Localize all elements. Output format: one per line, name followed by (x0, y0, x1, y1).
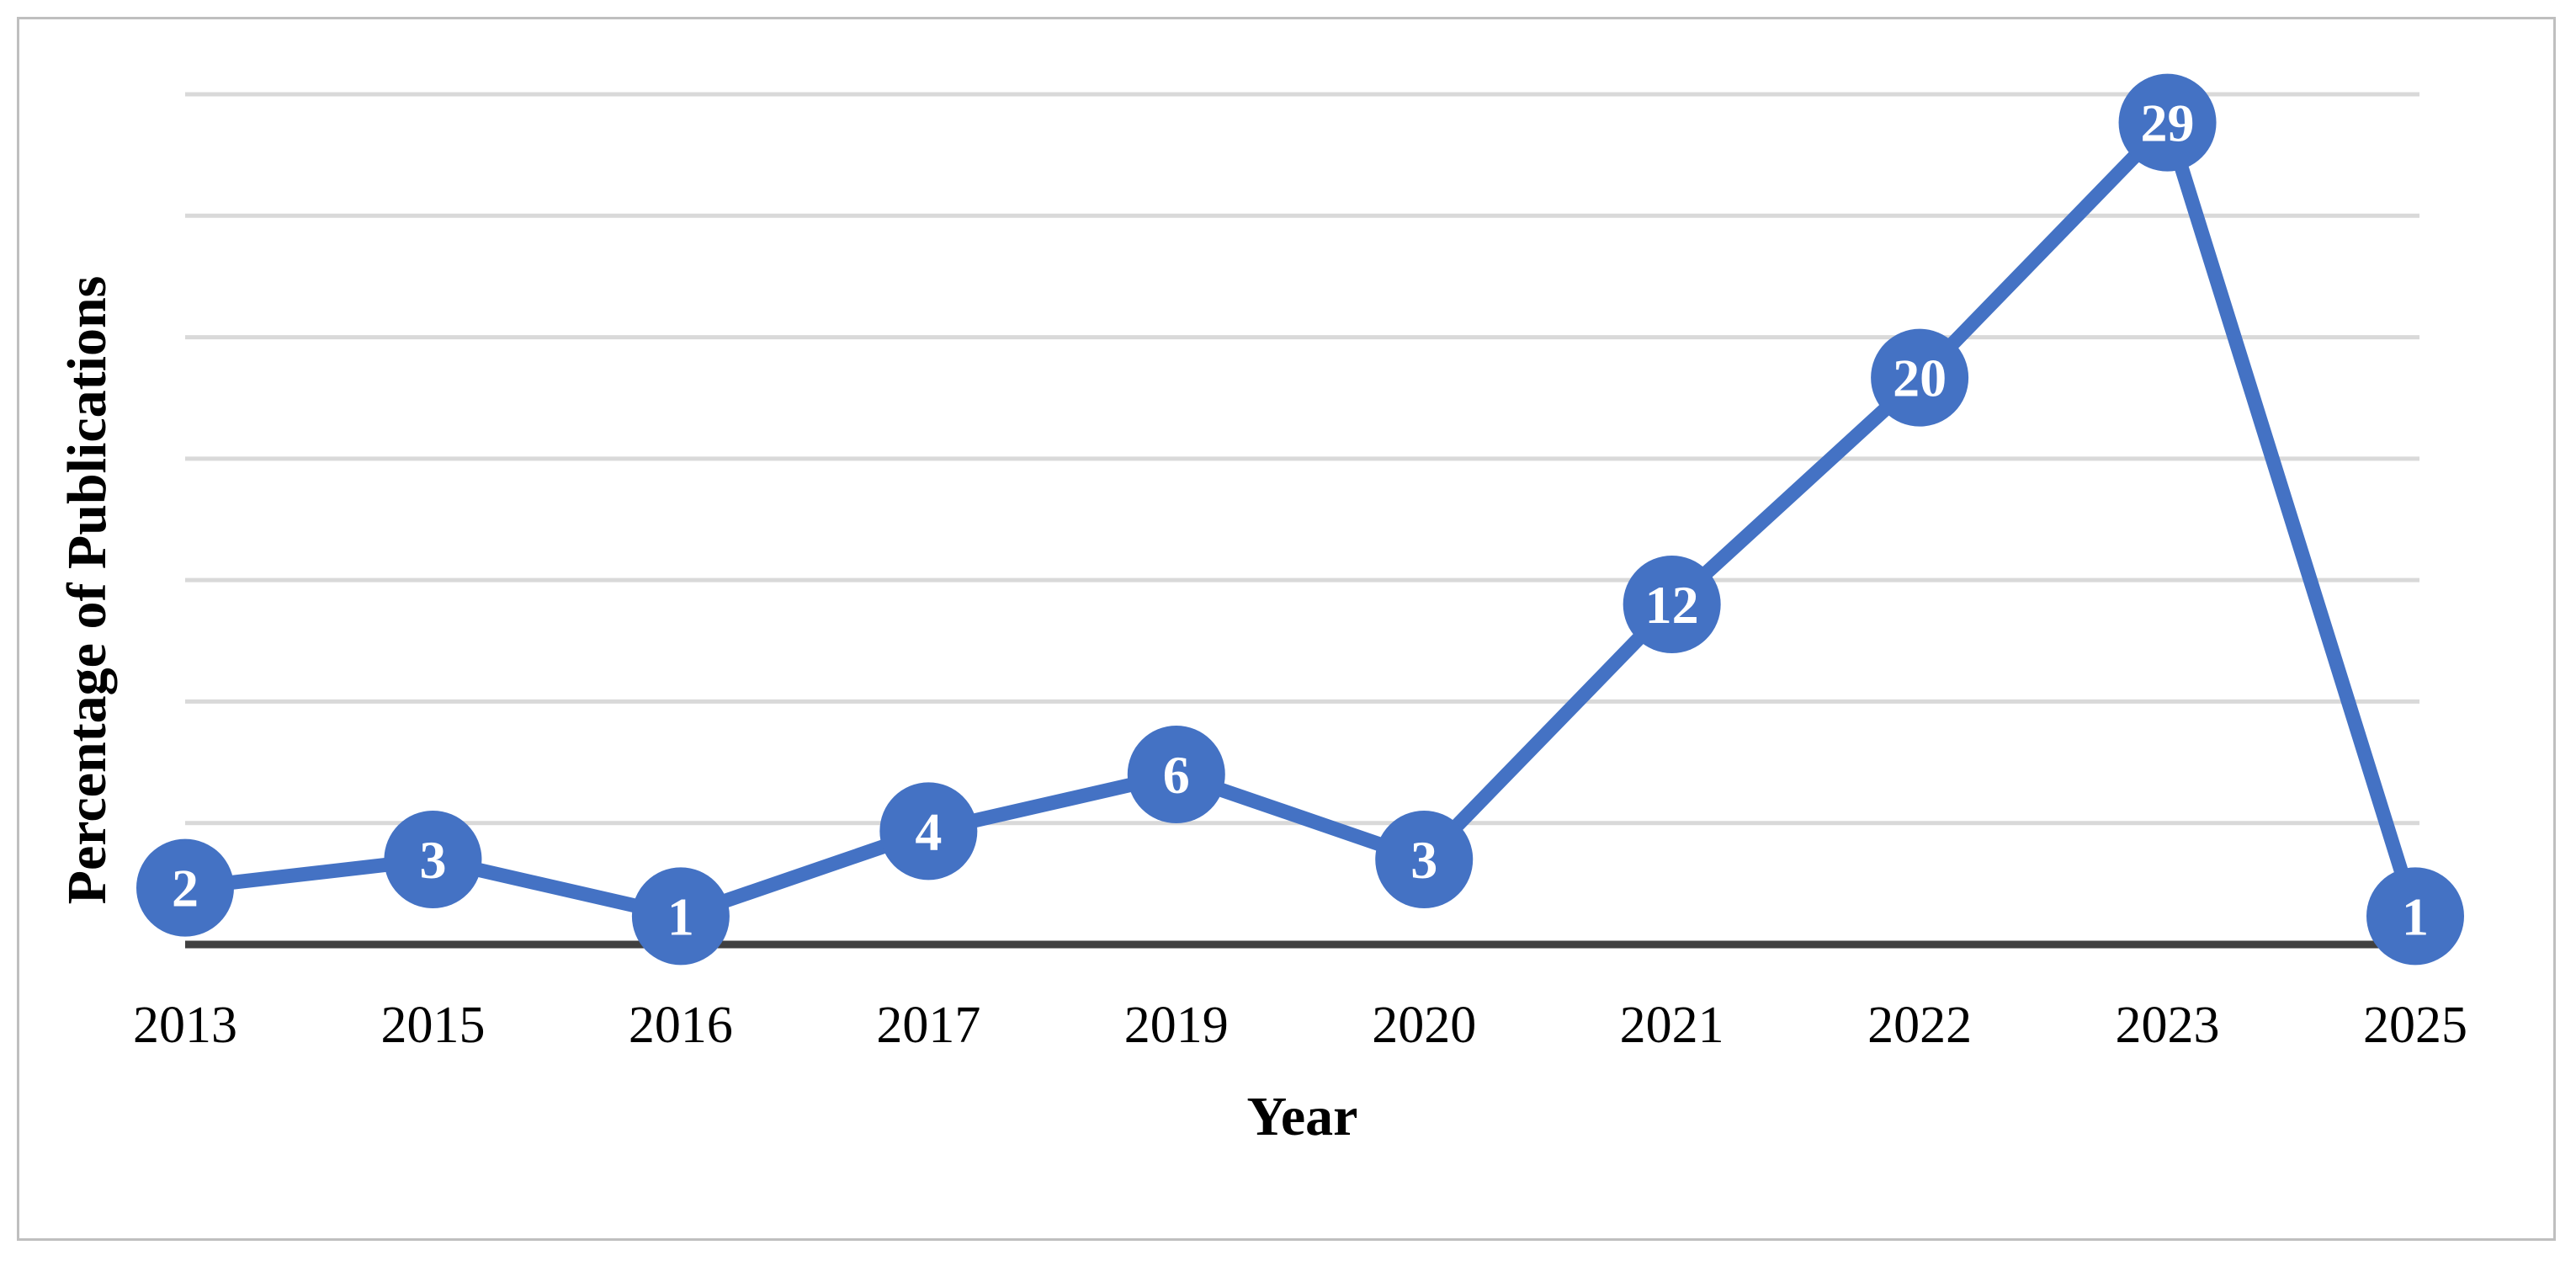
x-tick-label: 2025 (2363, 997, 2467, 1054)
x-tick-label: 2021 (1620, 997, 1724, 1054)
data-point (1127, 726, 1225, 823)
data-points: 2 3 1 4 6 3 12 20 29 1 (136, 73, 2464, 966)
x-tick-labels: 2013 2015 2016 2017 2019 2020 2021 2022 2023 2025 (133, 997, 2467, 1054)
x-tick-label: 2020 (1372, 997, 1476, 1054)
data-label: 6 (1163, 745, 1190, 805)
x-tick-label: 2022 (1867, 997, 1972, 1054)
data-point (1623, 556, 1721, 653)
data-label: 2 (172, 859, 199, 918)
data-point (879, 782, 978, 881)
data-point (384, 811, 482, 908)
x-axis-title: Year (1247, 1086, 1358, 1147)
data-point (1871, 328, 1969, 427)
data-label: 4 (915, 801, 942, 861)
data-label: 12 (1645, 575, 1699, 635)
data-label: 3 (1410, 830, 1437, 890)
chart-frame (17, 17, 2556, 1241)
data-label: 29 (2141, 93, 2195, 153)
y-axis-title: Percentage of Publications (56, 276, 118, 905)
x-tick-label: 2016 (629, 997, 733, 1054)
gridlines (185, 92, 2419, 826)
data-point (136, 838, 234, 937)
data-label: 20 (1893, 349, 1947, 408)
data-point (631, 867, 730, 966)
x-tick-label: 2023 (2116, 997, 2220, 1054)
x-tick-label: 2019 (1124, 997, 1229, 1054)
series-line (184, 115, 2423, 923)
data-point (2118, 73, 2217, 172)
x-tick-label: 2017 (876, 997, 980, 1054)
data-label: 3 (419, 830, 446, 890)
data-label: 1 (2402, 886, 2429, 946)
x-tick-label: 2013 (133, 997, 237, 1054)
x-tick-label: 2015 (380, 997, 485, 1054)
data-label: 1 (667, 886, 694, 946)
data-point (1375, 811, 1474, 908)
data-point (2366, 867, 2464, 966)
